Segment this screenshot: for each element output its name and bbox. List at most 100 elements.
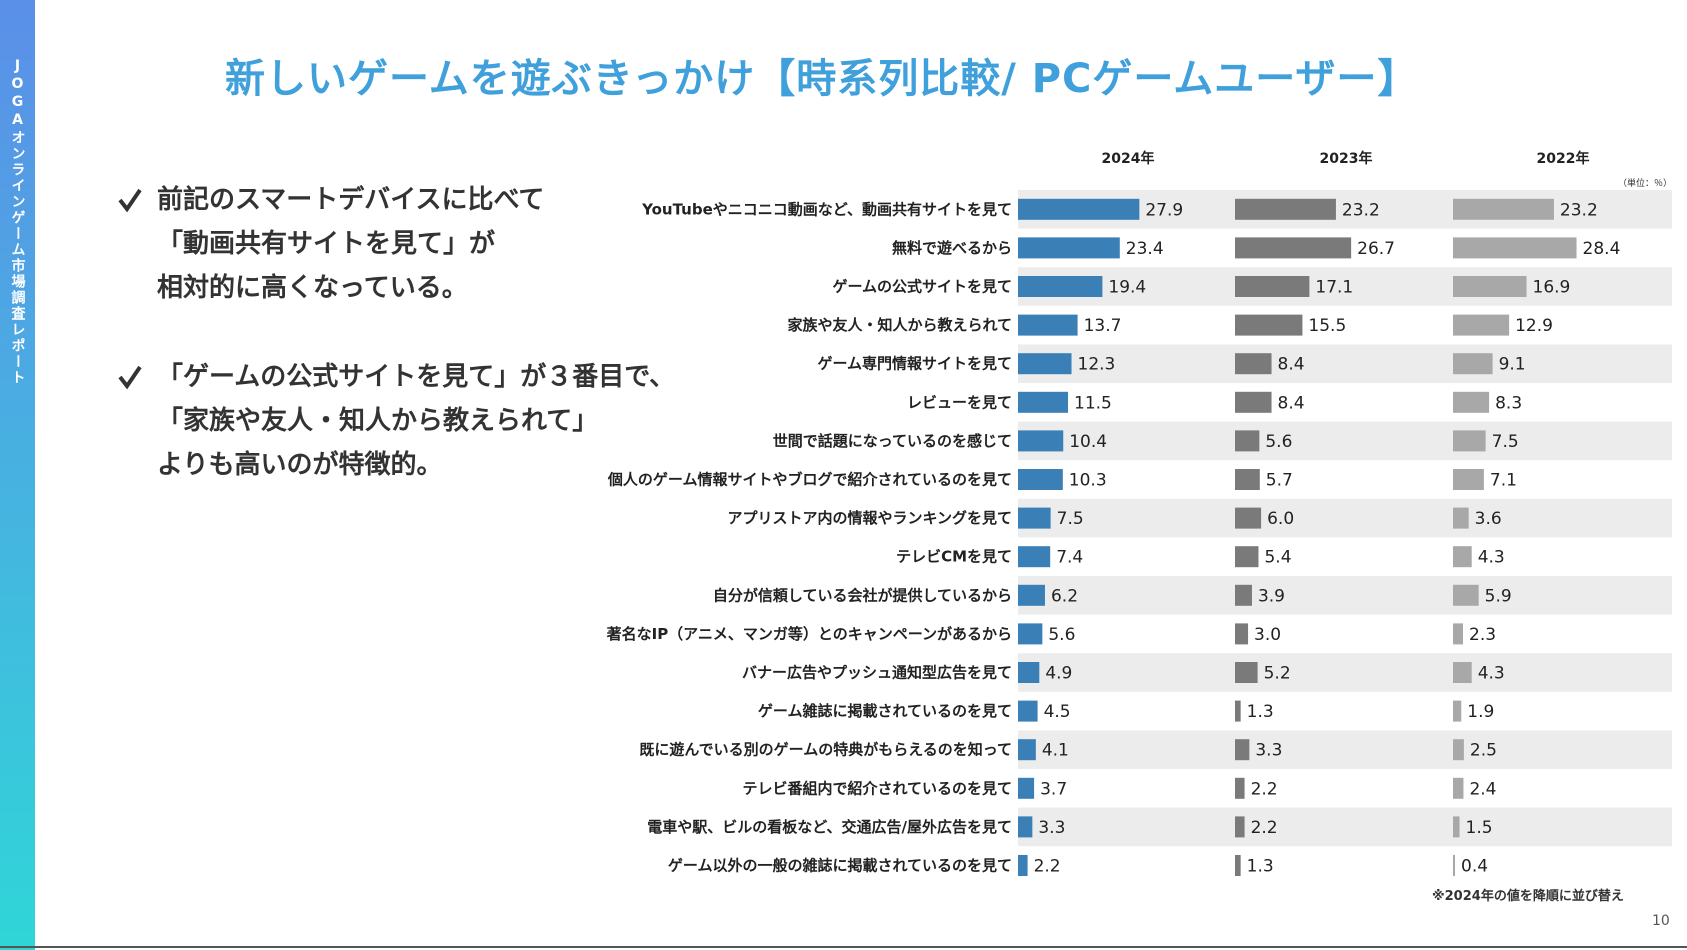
- data-label: 12.3: [1078, 355, 1116, 375]
- data-label: 5.6: [1265, 432, 1292, 452]
- row-band: [1018, 267, 1672, 306]
- data-label: 2.2: [1251, 779, 1278, 799]
- row-band: [1018, 730, 1672, 769]
- category-label: 既に遊んでいる別のゲームの特典がもらえるのを知って: [639, 741, 1012, 759]
- data-label: 26.7: [1357, 239, 1395, 259]
- data-label: 11.5: [1074, 393, 1112, 413]
- bullet-point-1: 前記のスマートデバイスに比べて 「動画共有サイトを見て」が 相対的に高くなってい…: [117, 178, 544, 310]
- bar: [1453, 700, 1462, 722]
- data-label: 5.2: [1264, 664, 1291, 684]
- bar: [1018, 198, 1140, 220]
- category-label: ゲーム雑誌に掲載されているのを見て: [758, 702, 1012, 720]
- bar: [1018, 584, 1045, 606]
- bar: [1453, 777, 1464, 799]
- bullet-line: 前記のスマートデバイスに比べて: [157, 185, 545, 215]
- bar: [1453, 391, 1490, 413]
- category-label: テレビCMを見て: [896, 548, 1012, 566]
- data-label: 1.5: [1466, 818, 1493, 838]
- data-label: 4.3: [1478, 664, 1505, 684]
- bar: [1018, 276, 1103, 297]
- data-label: 16.9: [1533, 278, 1571, 298]
- bar: [1235, 662, 1258, 683]
- bar: [1235, 855, 1241, 876]
- bar: [1453, 237, 1577, 259]
- category-label: 世間で話題になっているのを感じて: [773, 432, 1012, 450]
- data-label: 7.1: [1490, 471, 1517, 491]
- bullet-line: 「ゲームの公式サイトを見て」が３番目で、: [157, 362, 676, 392]
- bullet-line: 「動画共有サイトを見て」が: [157, 229, 496, 259]
- footnote: ※2024年の値を降順に並び替え: [1432, 889, 1624, 904]
- series-header: 2022年: [1537, 150, 1590, 167]
- bar: [1235, 507, 1262, 529]
- unit-label: （単位：％）: [1618, 179, 1673, 189]
- bar: [1018, 469, 1063, 490]
- bar: [1235, 546, 1259, 568]
- bar: [1235, 816, 1245, 838]
- bar: [1235, 739, 1250, 761]
- bar: [1018, 739, 1036, 761]
- bottom-divider: [0, 946, 1687, 948]
- bar: [1453, 430, 1486, 452]
- category-label: アプリストア内の情報やランキングを見て: [727, 509, 1012, 527]
- bar: [1018, 353, 1072, 375]
- bar: [1453, 584, 1479, 606]
- sidebar: JOGAオンラインゲーム市場調査レポート: [0, 0, 35, 950]
- data-label: 8.3: [1495, 393, 1522, 413]
- series-header: 2023年: [1320, 150, 1373, 167]
- bar: [1018, 430, 1064, 452]
- data-label: 1.3: [1247, 857, 1274, 877]
- data-label: 7.5: [1492, 432, 1519, 452]
- series-header: 2024年: [1102, 150, 1155, 167]
- data-label: 3.9: [1258, 586, 1285, 606]
- bar: [1018, 816, 1033, 838]
- bar: [1453, 507, 1469, 529]
- data-label: 3.0: [1254, 625, 1281, 645]
- data-label: 8.4: [1278, 355, 1305, 375]
- bar: [1018, 546, 1051, 568]
- data-label: 10.4: [1069, 432, 1107, 452]
- data-label: 27.9: [1145, 200, 1183, 220]
- data-label: 23.2: [1342, 200, 1380, 220]
- bar: [1235, 314, 1303, 336]
- check-mark-icon: [117, 355, 145, 406]
- data-label: 19.4: [1108, 278, 1146, 298]
- bar: [1453, 198, 1554, 220]
- data-label: 15.5: [1308, 316, 1346, 336]
- bar: [1453, 276, 1527, 297]
- data-label: 28.4: [1583, 239, 1621, 259]
- bar: [1235, 700, 1241, 722]
- data-label: 3.3: [1038, 818, 1065, 838]
- category-label: ゲーム専門情報サイトを見て: [817, 355, 1012, 373]
- bar: [1235, 469, 1260, 490]
- data-label: 5.6: [1048, 625, 1075, 645]
- bar: [1018, 855, 1028, 876]
- bar: [1453, 662, 1472, 683]
- data-label: 2.3: [1469, 625, 1496, 645]
- category-label: 個人のゲーム情報サイトやブログで紹介されているのを見て: [607, 471, 1012, 489]
- bar: [1453, 353, 1493, 375]
- data-label: 5.9: [1485, 586, 1512, 606]
- category-label: ゲームの公式サイトを見て: [832, 278, 1012, 296]
- data-label: 1.9: [1467, 702, 1494, 722]
- page-title: 新しいゲームを遊ぶきっかけ【時系列比較/ PCゲームユーザー】: [225, 56, 1419, 102]
- data-label: 4.9: [1045, 664, 1072, 684]
- row-band: [1018, 498, 1672, 538]
- bar: [1018, 314, 1078, 336]
- bar: [1453, 546, 1472, 568]
- row-band: [1018, 653, 1672, 692]
- data-label: 3.3: [1255, 741, 1282, 761]
- bar: [1018, 662, 1040, 683]
- category-label: バナー広告やプッシュ通知型広告を見て: [742, 664, 1012, 682]
- category-label: 電車や駅、ビルの看板など、交通広告/屋外広告を見て: [647, 818, 1012, 836]
- category-label: 無料で遊べるから: [892, 239, 1012, 257]
- row-band: [1018, 576, 1672, 615]
- data-label: 6.0: [1267, 509, 1294, 529]
- data-label: 8.4: [1278, 393, 1305, 413]
- sidebar-report-label: JOGAオンラインゲーム市場調査レポート: [9, 58, 26, 386]
- data-label: 5.7: [1266, 471, 1293, 491]
- check-mark-icon: [117, 178, 145, 229]
- data-label: 6.2: [1051, 586, 1078, 606]
- bar: [1235, 430, 1260, 452]
- data-label: 4.3: [1478, 548, 1505, 568]
- data-label: 2.4: [1469, 779, 1496, 799]
